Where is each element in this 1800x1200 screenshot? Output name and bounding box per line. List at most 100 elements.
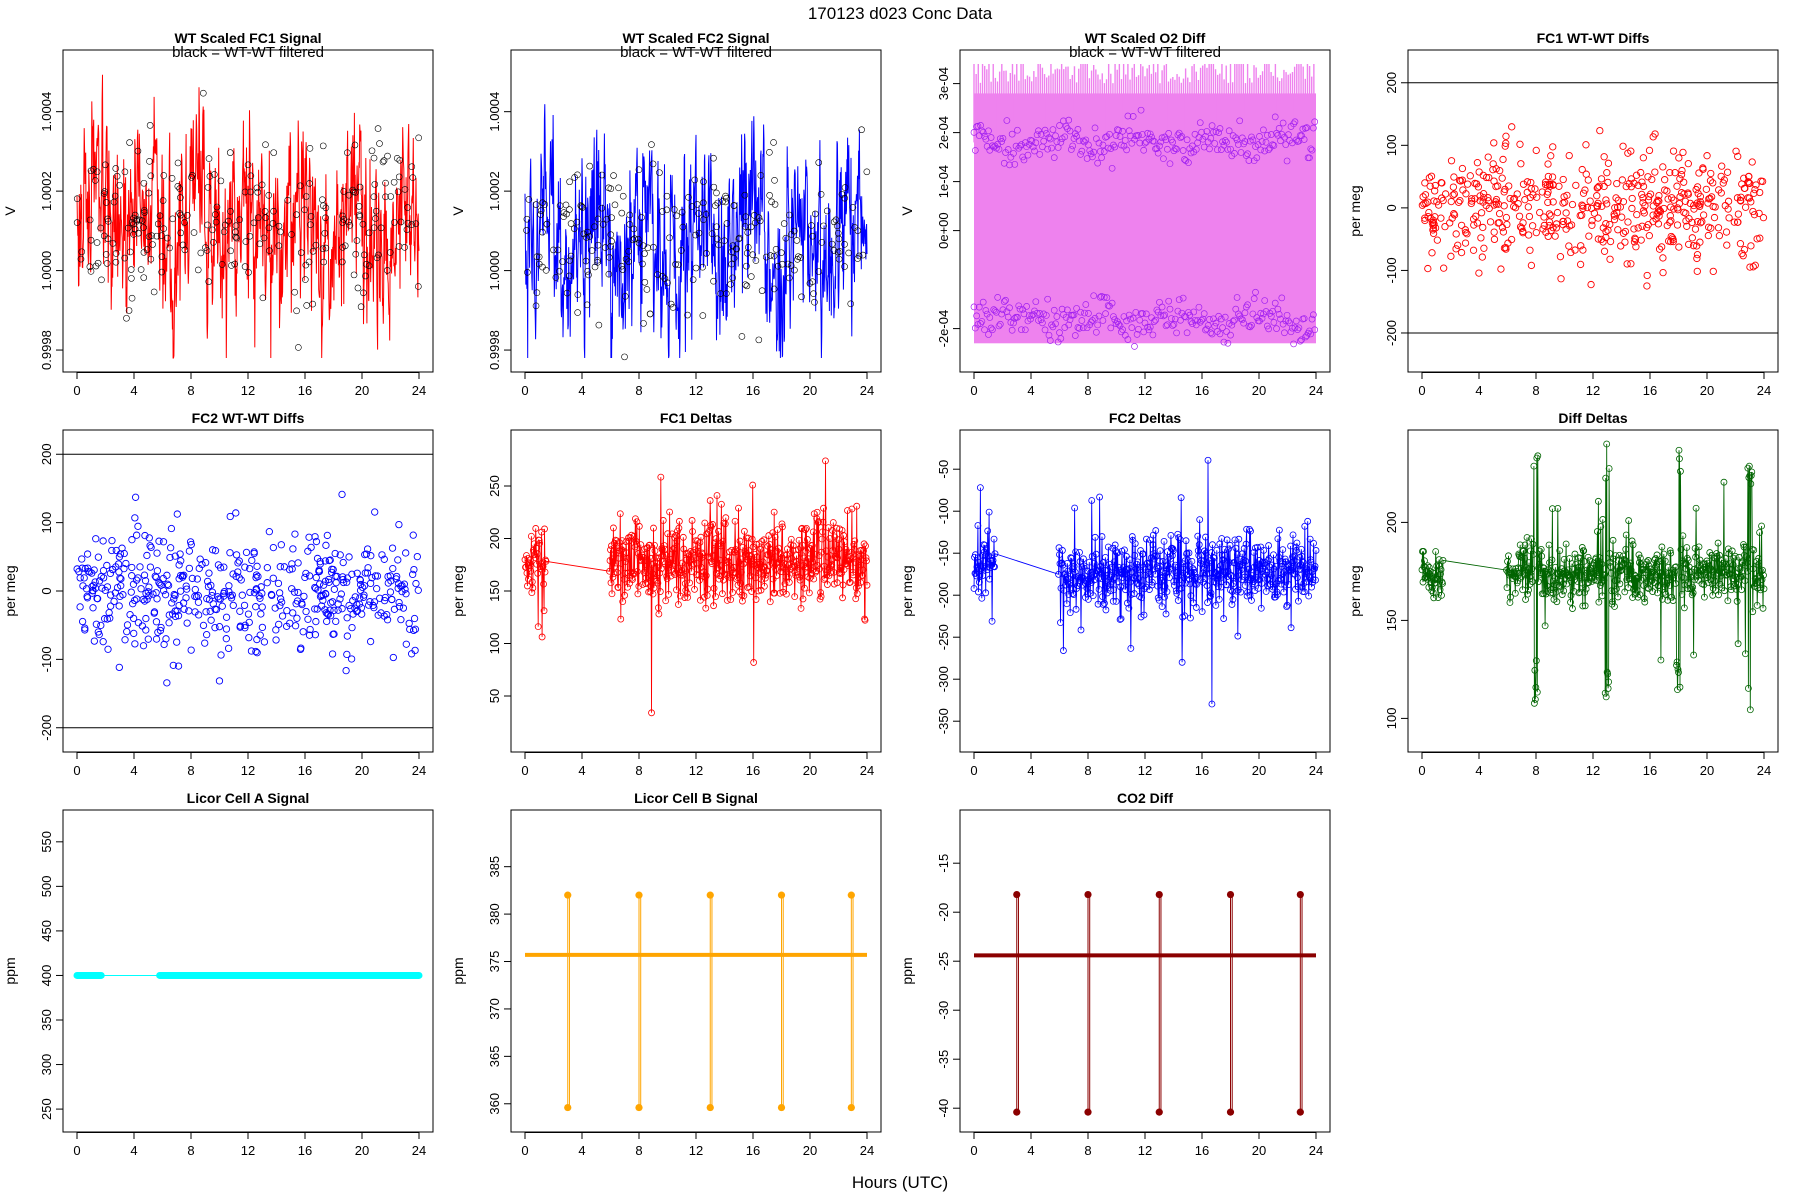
delta-point <box>639 553 647 561</box>
data-point <box>211 624 219 632</box>
data-point <box>1604 226 1612 234</box>
data-point <box>1563 191 1571 200</box>
data-point <box>276 601 284 610</box>
delta-point <box>985 552 993 560</box>
delta-point <box>529 584 537 592</box>
delta-point <box>1283 601 1291 609</box>
filtered-point <box>537 211 544 218</box>
delta-point <box>978 594 986 602</box>
delta-point <box>1659 572 1667 580</box>
data-point <box>1461 239 1470 247</box>
delta-point <box>781 580 789 588</box>
delta-point <box>1520 570 1528 578</box>
filtered-point <box>1262 308 1270 315</box>
delta-point <box>1278 562 1286 570</box>
filtered-point <box>1094 159 1101 167</box>
delta-point <box>1750 546 1758 554</box>
filtered-point <box>1213 146 1221 154</box>
filtered-point <box>523 226 530 234</box>
data-point <box>162 635 170 643</box>
filtered-point <box>729 274 737 282</box>
delta-point <box>1077 626 1085 634</box>
filtered-point <box>137 266 145 273</box>
data-point <box>343 632 351 640</box>
filtered-point <box>1112 320 1120 328</box>
filtered-point <box>722 290 730 297</box>
filtered-point <box>1174 307 1182 315</box>
delta-point <box>1654 589 1661 597</box>
data-point <box>1494 182 1502 190</box>
data-point <box>97 621 105 630</box>
data-point <box>131 514 139 522</box>
filtered-point <box>1140 146 1148 154</box>
delta-point <box>1607 563 1614 570</box>
data-point <box>1613 179 1621 188</box>
delta-point <box>726 574 734 581</box>
delta-point <box>1439 580 1446 587</box>
filtered-point <box>391 219 398 226</box>
filtered-point <box>1211 322 1219 330</box>
delta-point <box>1130 590 1138 597</box>
delta-point <box>760 536 768 544</box>
data-point <box>1744 172 1753 181</box>
data-point <box>1559 175 1567 184</box>
data-point <box>326 606 334 614</box>
data-point <box>1466 172 1474 180</box>
data-point <box>1447 252 1455 260</box>
y-tick-label: 200 <box>487 528 502 550</box>
filtered-point <box>339 258 346 266</box>
filtered-point <box>1194 139 1201 147</box>
data-point <box>349 610 357 618</box>
delta-point <box>763 567 771 575</box>
data-point <box>1473 219 1481 227</box>
filtered-point <box>638 214 645 221</box>
data-point <box>1659 254 1667 262</box>
data-point <box>208 546 217 554</box>
filtered-point <box>409 174 417 181</box>
data-point <box>122 559 130 568</box>
data-point <box>1654 196 1662 204</box>
data-point <box>348 623 356 632</box>
data-point <box>120 564 128 573</box>
filtered-point <box>1250 295 1258 303</box>
panel-title: Diff Deltas <box>1558 410 1627 426</box>
delta-point <box>751 562 759 569</box>
delta-point <box>1672 563 1680 571</box>
filtered-point <box>1310 311 1317 319</box>
data-point <box>1492 165 1500 173</box>
data-point <box>388 595 396 604</box>
data-point <box>373 572 382 580</box>
filtered-point <box>679 223 687 231</box>
data-point <box>1664 195 1672 203</box>
delta-point <box>1602 693 1610 701</box>
filtered-point <box>236 216 243 224</box>
filtered-point <box>595 321 603 329</box>
filtered-point <box>810 290 817 297</box>
x-tick-label: 8 <box>187 763 194 778</box>
data-point <box>1446 219 1454 227</box>
data-point <box>1490 139 1498 147</box>
delta-point <box>845 557 853 565</box>
data-point <box>103 561 111 570</box>
data-point <box>1684 160 1692 168</box>
filtered-point <box>78 248 86 256</box>
delta-point <box>801 564 809 572</box>
data-point <box>185 564 194 573</box>
delta-point <box>1584 553 1592 561</box>
filter-note: black = WT-WT filtered <box>172 44 324 61</box>
delta-point <box>1527 572 1535 579</box>
filtered-point <box>983 310 991 318</box>
delta-point <box>1507 593 1514 601</box>
filtered-point <box>598 171 606 179</box>
delta-point <box>1675 669 1682 676</box>
data-point <box>163 580 172 588</box>
y-tick-label: 370 <box>487 998 502 1020</box>
delta-point <box>763 551 771 558</box>
data-point <box>215 677 224 685</box>
delta-point <box>1303 565 1311 573</box>
data-point <box>1751 261 1759 269</box>
data-point <box>1505 182 1513 190</box>
data-point <box>312 584 320 593</box>
